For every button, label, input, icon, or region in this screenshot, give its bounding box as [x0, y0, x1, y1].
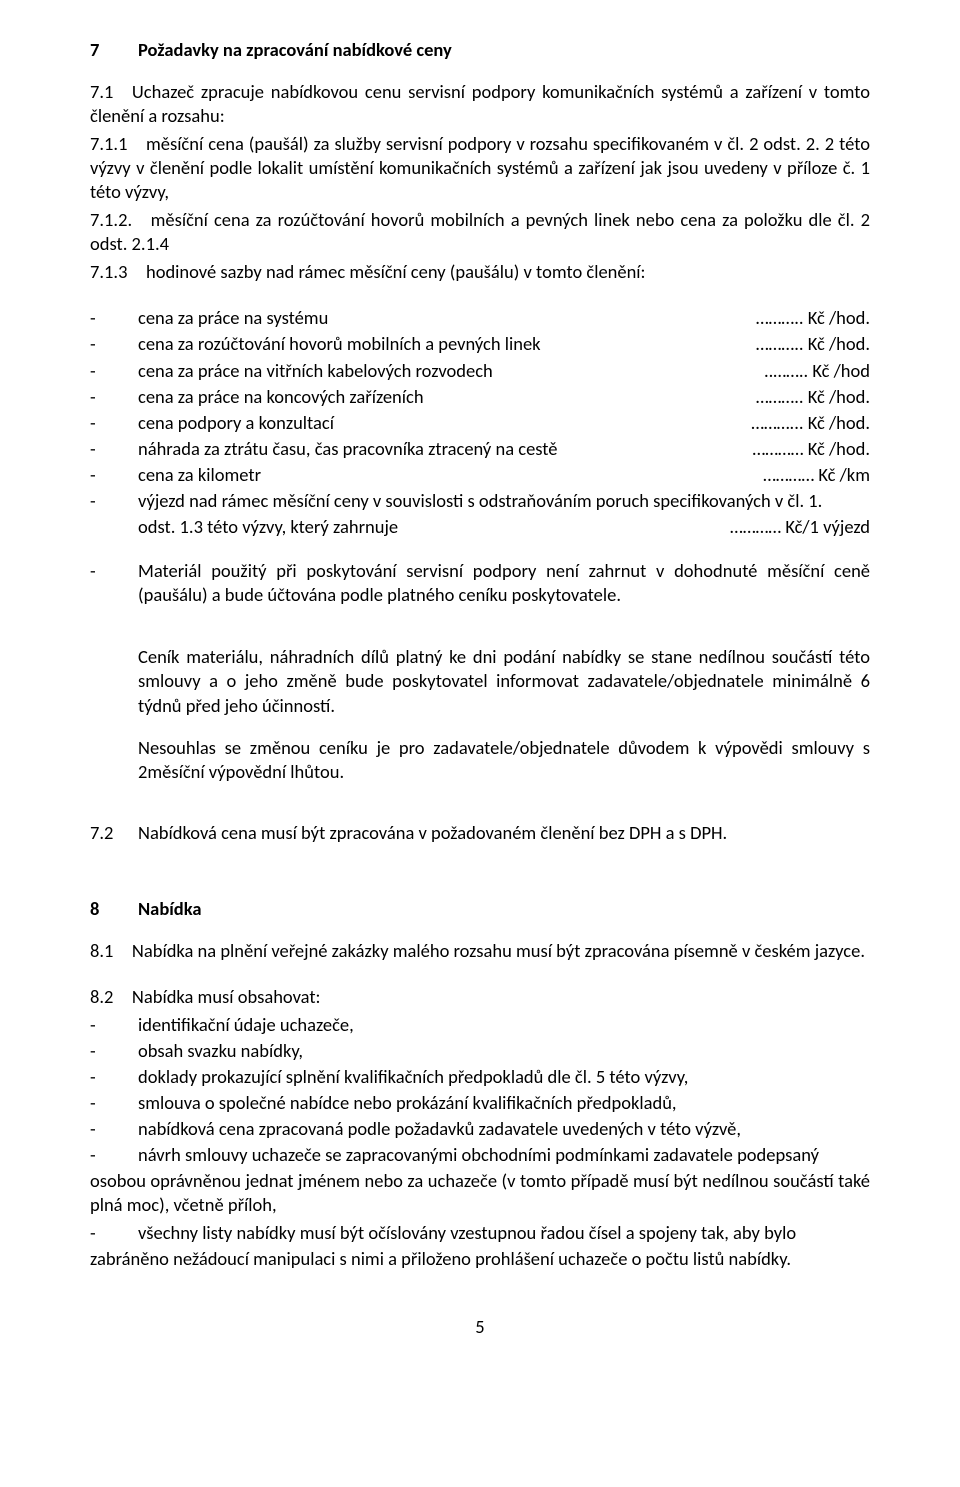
list-item: - obsah svazku nabídky,: [90, 1039, 870, 1063]
bullet-dash: -: [90, 385, 138, 409]
price-row: - cena za rozúčtování hovorů mobilních a…: [90, 332, 870, 356]
list-item: - smlouva o společné nabídce nebo prokáz…: [90, 1091, 870, 1115]
bullet-dash: -: [90, 559, 138, 607]
list-item-text: obsah svazku nabídky,: [138, 1039, 870, 1063]
para-8-2: 8.2 Nabídka musí obsahovat:: [90, 985, 870, 1009]
price-fill: ..…….. Kč /hod: [764, 359, 870, 383]
para-8-1: 8.1 Nabídka na plnění veřejné zakázky ma…: [90, 939, 870, 963]
section-8-title: Nabídka: [138, 897, 202, 920]
page-number: 5: [90, 1315, 870, 1339]
bullet-dash: -: [90, 411, 138, 435]
bullet-dash: -: [90, 1013, 138, 1037]
material-text: Materiál použitý při poskytování servisn…: [138, 559, 870, 607]
list-item: - identifikační údaje uchazeče,: [90, 1013, 870, 1037]
price-row-vyjezd-cont: odst. 1.3 této výzvy, který zahrnuje …………: [138, 515, 870, 539]
bullet-dash: -: [90, 306, 138, 330]
para-7-2-num: 7.2: [90, 821, 138, 845]
price-fill: ………… Kč /hod.: [752, 437, 870, 461]
price-row: - cena za kilometr ………… Kč /km: [90, 463, 870, 487]
section-7-number: 7: [90, 38, 138, 62]
listy-continuation: zabráněno nežádoucí manipulaci s nimi a …: [90, 1247, 870, 1271]
price-label: cena za práce na systému: [138, 306, 756, 330]
list-item-text: nabídková cena zpracovaná podle požadavk…: [138, 1117, 870, 1141]
price-fill: ………… Kč/1 výjezd: [730, 515, 870, 539]
price-label: cena podpory a konzultací: [138, 411, 751, 435]
material-bullet: - Materiál použitý při poskytování servi…: [90, 559, 870, 607]
price-fill: ………... Kč /hod.: [751, 411, 870, 435]
para-7-1: 7.1 Uchazeč zpracuje nabídkovou cenu ser…: [90, 80, 870, 128]
price-fill: ………… Kč /km: [763, 463, 870, 487]
price-label: výjezd nad rámec měsíční ceny v souvislo…: [138, 489, 870, 513]
cenik-paragraph: Ceník materiálu, náhradních dílů platný …: [138, 645, 870, 717]
price-label: cena za práce na vitřních kabelových roz…: [138, 359, 764, 383]
price-fill: ……….. Kč /hod.: [756, 332, 870, 356]
price-fill: ……….. Kč /hod.: [756, 306, 870, 330]
para-7-2: 7.2Nabídková cena musí být zpracována v …: [90, 821, 870, 845]
list-item: - nabídková cena zpracovaná podle požada…: [90, 1117, 870, 1141]
price-label: náhrada za ztrátu času, čas pracovníka z…: [138, 437, 752, 461]
bullet-dash: -: [90, 1065, 138, 1089]
price-row: - cena za práce na systému ……….. Kč /hod…: [90, 306, 870, 330]
para-7-1-1: 7.1.1 měsíční cena (paušál) za služby se…: [90, 132, 870, 204]
list-item-navrh: - návrh smlouvy uchazeče se zapracovaným…: [90, 1143, 870, 1167]
bullet-dash: -: [90, 1039, 138, 1063]
list-item-text: návrh smlouvy uchazeče se zapracovanými …: [138, 1143, 870, 1167]
bullet-dash: -: [90, 1091, 138, 1115]
price-row: - cena za práce na koncových zařízeních …: [90, 385, 870, 409]
section-7-heading: 7Požadavky na zpracování nabídkové ceny: [90, 38, 870, 62]
section-7-title: Požadavky na zpracování nabídkové ceny: [138, 38, 452, 61]
list-item-text: identifikační údaje uchazeče,: [138, 1013, 870, 1037]
bullet-dash: -: [90, 332, 138, 356]
price-label-cont: odst. 1.3 této výzvy, který zahrnuje: [138, 515, 730, 539]
bullet-dash: -: [90, 359, 138, 383]
price-label: cena za rozúčtování hovorů mobilních a p…: [138, 332, 756, 356]
list-item: - doklady prokazující splnění kvalifikač…: [90, 1065, 870, 1089]
bullet-dash: -: [90, 1143, 138, 1167]
price-row: - náhrada za ztrátu času, čas pracovníka…: [90, 437, 870, 461]
price-row: - cena za práce na vitřních kabelových r…: [90, 359, 870, 383]
para-7-1-3: 7.1.3 hodinové sazby nad rámec měsíční c…: [90, 260, 870, 284]
bullet-dash: -: [90, 463, 138, 487]
bullet-dash: -: [90, 489, 138, 513]
price-label: cena za práce na koncových zařízeních: [138, 385, 756, 409]
bullet-dash: -: [90, 1117, 138, 1141]
price-row: - cena podpory a konzultací ………... Kč /h…: [90, 411, 870, 435]
price-row-vyjezd: - výjezd nad rámec měsíční ceny v souvis…: [90, 489, 870, 513]
bullet-dash: -: [90, 1221, 138, 1245]
price-label: cena za kilometr: [138, 463, 763, 487]
para-7-1-2: 7.1.2. měsíční cena za rozúčtování hovor…: [90, 208, 870, 256]
list-item-text: všechny listy nabídky musí být očíslován…: [138, 1221, 870, 1245]
price-fill: ……….. Kč /hod.: [756, 385, 870, 409]
nesouhlas-paragraph: Nesouhlas se změnou ceníku je pro zadava…: [138, 736, 870, 784]
para-7-2-text: Nabídková cena musí být zpracována v pož…: [138, 821, 727, 844]
navrh-continuation: osobou oprávněnou jednat jménem nebo za …: [90, 1169, 870, 1217]
list-item-listy: - všechny listy nabídky musí být očíslov…: [90, 1221, 870, 1245]
section-8-number: 8: [90, 897, 138, 921]
section-8-heading: 8Nabídka: [90, 897, 870, 921]
list-item-text: doklady prokazující splnění kvalifikační…: [138, 1065, 870, 1089]
list-item-text: smlouva o společné nabídce nebo prokázán…: [138, 1091, 870, 1115]
bullet-dash: -: [90, 437, 138, 461]
